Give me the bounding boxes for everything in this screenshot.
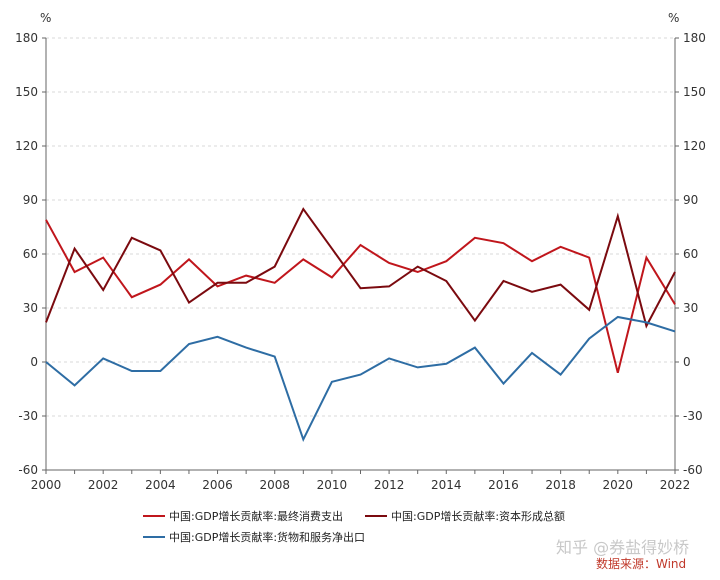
y-tick-label-left: 90	[23, 193, 38, 207]
legend-label-capital: 中国:GDP增长贡献率:资本形成总额	[391, 509, 565, 523]
series-line-capital	[45, 207, 676, 329]
series-line-net-export	[45, 315, 676, 442]
source-label: 数据来源：Wind	[596, 556, 686, 571]
legend-item-capital: 中国:GDP增长贡献率:资本形成总额	[365, 509, 565, 523]
y-tick-label-right: -30	[683, 409, 703, 423]
y-unit-right: %	[668, 11, 679, 25]
legend-label-consumption: 中国:GDP增长贡献率:最终消费支出	[169, 509, 343, 523]
y-tick-label-left: 60	[23, 247, 38, 261]
y-axis-left-ticks: 180 150 120 90 60 30 0 -30 -60	[15, 31, 38, 477]
legend: 中国:GDP增长贡献率:最终消费支出 中国:GDP增长贡献率:资本形成总额 中国…	[143, 509, 565, 544]
x-tick-label: 2000	[31, 478, 62, 492]
y-tick-label-right: 60	[683, 247, 698, 261]
watermark: 知乎 @券盐得妙桥	[556, 538, 689, 557]
legend-item-net-export: 中国:GDP增长贡献率:货物和服务净出口	[143, 530, 365, 544]
legend-item-consumption: 中国:GDP增长贡献率:最终消费支出	[143, 509, 343, 523]
x-tick-label: 2020	[603, 478, 634, 492]
y-tick-label-right: 30	[683, 301, 698, 315]
y-tick-label-right: 150	[683, 85, 706, 99]
series-line-consumption	[45, 219, 676, 374]
axes	[42, 37, 679, 474]
x-tick-label: 2002	[88, 478, 119, 492]
y-tick-label-left: -60	[18, 463, 38, 477]
y-tick-label-right: 180	[683, 31, 706, 45]
y-tick-label-left: 0	[30, 355, 38, 369]
x-tick-label: 2018	[545, 478, 576, 492]
x-tick-label: 2022	[660, 478, 691, 492]
y-unit-left: %	[40, 11, 51, 25]
x-tick-label: 2012	[374, 478, 405, 492]
y-tick-label-left: 180	[15, 31, 38, 45]
legend-label-net-export: 中国:GDP增长贡献率:货物和服务净出口	[169, 530, 365, 544]
x-tick-label: 2016	[488, 478, 519, 492]
y-tick-label-left: 120	[15, 139, 38, 153]
y-tick-label-right: 90	[683, 193, 698, 207]
x-tick-label: 2014	[431, 478, 462, 492]
series-lines	[45, 207, 676, 442]
x-tick-label: 2006	[202, 478, 233, 492]
x-tick-label: 2008	[259, 478, 290, 492]
x-axis-ticks: 2000 2002 2004 2006 2008 2010 2012 2014 2016 2018…	[31, 478, 691, 492]
y-tick-label-left: 150	[15, 85, 38, 99]
y-axis-right-ticks: 180 150 120 90 60 30 0 -30 -60	[683, 31, 706, 477]
y-tick-label-right: 0	[683, 355, 691, 369]
y-tick-label-left: 30	[23, 301, 38, 315]
x-tick-label: 2004	[145, 478, 176, 492]
y-tick-label-right: -60	[683, 463, 703, 477]
y-tick-label-left: -30	[18, 409, 38, 423]
y-tick-label-right: 120	[683, 139, 706, 153]
x-tick-label: 2010	[317, 478, 348, 492]
